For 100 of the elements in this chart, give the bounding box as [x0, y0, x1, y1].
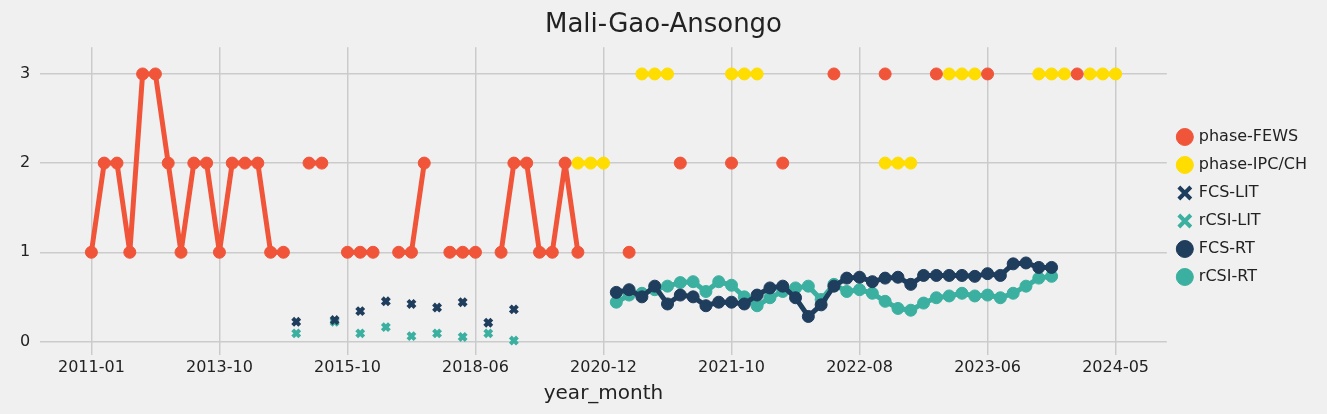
point	[212, 245, 226, 259]
x-tick-label: 2015-10	[314, 356, 381, 376]
point	[251, 156, 265, 170]
point	[558, 156, 572, 170]
point	[725, 156, 739, 170]
point	[648, 67, 662, 81]
legend-label: rCSI-LIT	[1198, 210, 1261, 230]
point	[508, 303, 520, 315]
point	[264, 245, 278, 259]
point	[404, 245, 418, 259]
point	[673, 288, 687, 302]
point	[532, 245, 546, 259]
point	[597, 156, 610, 170]
point	[891, 270, 905, 284]
legend-label: phase-FEWS	[1198, 126, 1299, 146]
point	[673, 156, 687, 170]
point	[878, 156, 892, 170]
point	[942, 268, 956, 282]
point	[431, 302, 443, 314]
point	[290, 327, 302, 339]
point	[750, 299, 764, 313]
point	[417, 156, 431, 170]
point	[981, 288, 995, 302]
point	[187, 156, 201, 170]
point	[993, 291, 1007, 305]
point	[929, 268, 943, 282]
point	[673, 276, 687, 290]
point	[508, 335, 520, 347]
point	[1096, 67, 1110, 81]
point	[1045, 67, 1059, 81]
point	[737, 297, 751, 311]
point	[507, 156, 521, 170]
point	[380, 295, 392, 307]
point	[609, 285, 623, 299]
point	[917, 268, 931, 282]
point	[97, 156, 111, 170]
point	[1070, 67, 1084, 81]
point	[993, 268, 1007, 282]
point	[942, 289, 956, 303]
point	[737, 67, 751, 81]
point	[904, 303, 918, 317]
point	[699, 285, 713, 298]
point	[917, 296, 931, 310]
point	[955, 286, 969, 300]
point	[340, 245, 354, 259]
point	[725, 295, 739, 309]
point	[801, 279, 815, 293]
point	[545, 245, 559, 259]
point	[968, 269, 982, 283]
point	[1057, 67, 1071, 81]
point	[174, 245, 188, 259]
point	[353, 245, 367, 259]
point	[840, 271, 854, 285]
x-tick-label: 2022-08	[826, 356, 893, 376]
point	[776, 279, 790, 293]
point	[1006, 257, 1020, 271]
point	[366, 245, 380, 259]
x-tick-label: 2020-12	[570, 356, 637, 376]
point	[763, 281, 777, 295]
point	[648, 279, 662, 293]
point	[904, 156, 918, 170]
point	[123, 245, 137, 259]
point	[405, 298, 417, 310]
point	[136, 67, 150, 81]
point	[725, 278, 739, 292]
point	[929, 291, 943, 305]
point	[686, 275, 700, 289]
legend-label: phase-IPC/CH	[1198, 154, 1307, 174]
point	[968, 67, 982, 81]
point	[853, 283, 867, 297]
point	[725, 67, 739, 81]
legend-label: FCS-LIT	[1198, 182, 1259, 202]
point	[622, 245, 636, 259]
point	[865, 286, 879, 300]
point	[290, 316, 302, 328]
point	[904, 277, 918, 291]
x-tick-label: 2018-06	[442, 356, 509, 376]
y-tick-label: 2	[19, 152, 31, 172]
point	[584, 156, 598, 170]
point	[981, 267, 995, 281]
point	[457, 331, 469, 343]
point	[148, 67, 162, 81]
point	[1083, 67, 1097, 81]
legend-label: rCSI-RT	[1198, 266, 1258, 286]
point	[635, 67, 649, 81]
point	[981, 67, 995, 81]
x-axis-title: year_month	[543, 380, 664, 405]
point	[225, 156, 239, 170]
point	[955, 268, 969, 282]
point	[686, 290, 700, 304]
point	[929, 67, 943, 81]
point	[571, 245, 585, 259]
point	[1032, 260, 1046, 274]
point	[853, 270, 867, 284]
point	[891, 301, 905, 315]
point	[750, 288, 764, 302]
point	[891, 156, 905, 170]
legend-label: FCS-RT	[1198, 238, 1256, 258]
point	[827, 67, 841, 81]
point	[942, 67, 956, 81]
